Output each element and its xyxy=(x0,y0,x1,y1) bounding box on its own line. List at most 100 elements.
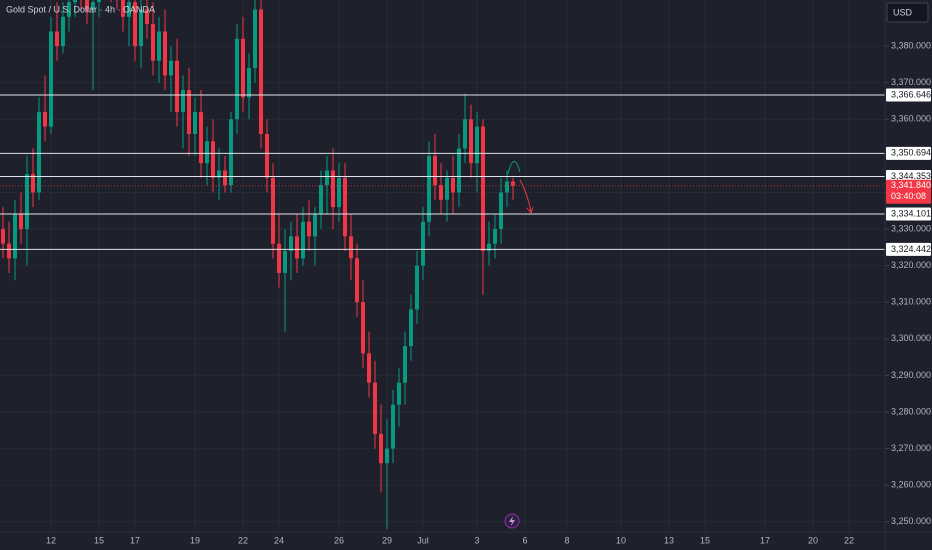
projection-up xyxy=(507,161,521,175)
candle-body xyxy=(295,236,299,259)
candle-body xyxy=(61,16,65,47)
candle-body xyxy=(43,111,47,127)
y-tick-label: 3,320.000 xyxy=(891,260,931,270)
candle-body xyxy=(139,9,143,47)
candle-body xyxy=(37,111,41,193)
candle-body xyxy=(397,382,401,405)
countdown: 03:40:08 xyxy=(891,191,926,201)
x-tick-label: 24 xyxy=(274,535,284,545)
x-tick-label: 26 xyxy=(334,535,344,545)
candle-body xyxy=(217,170,221,178)
candle-body xyxy=(337,177,341,208)
x-tick-label: 20 xyxy=(808,535,818,545)
candle-body xyxy=(355,258,359,303)
candle-body xyxy=(211,141,215,178)
x-tick-label: 19 xyxy=(190,535,200,545)
candle-body xyxy=(445,177,449,200)
y-tick-label: 3,250.000 xyxy=(891,516,931,526)
candle-body xyxy=(25,174,29,230)
candle-body xyxy=(415,265,419,310)
level-label: 3,334.101 xyxy=(891,208,931,218)
candle-body xyxy=(301,221,305,259)
level-label-box xyxy=(886,88,931,102)
x-tick-label: Jul xyxy=(417,535,429,545)
y-tick-label: 3,330.000 xyxy=(891,223,931,233)
candle-body xyxy=(31,174,35,193)
x-tick-label: 15 xyxy=(94,535,104,545)
candle-body xyxy=(145,9,149,25)
candle-body xyxy=(169,60,173,76)
y-tick-label: 3,360.000 xyxy=(891,114,931,124)
last-price-label: 3,341.840 xyxy=(891,180,931,190)
candle-body xyxy=(205,141,209,164)
candle-body xyxy=(409,309,413,347)
candle-body xyxy=(283,250,287,273)
y-tick-label: 3,380.000 xyxy=(891,40,931,50)
candle-body xyxy=(313,214,317,237)
chart-title: Gold Spot / U.S. Dollar · 4h · OANDA xyxy=(6,4,155,14)
candle-body xyxy=(373,382,377,434)
candle-body xyxy=(463,119,467,149)
candle-body xyxy=(13,214,17,259)
candle-body xyxy=(49,31,53,127)
candle-body xyxy=(235,38,239,120)
candle-body xyxy=(391,404,395,449)
candle-body xyxy=(457,148,461,193)
level-label-box xyxy=(886,242,931,256)
candle-body xyxy=(259,9,263,134)
candle-body xyxy=(229,119,233,186)
event-icon-bolt xyxy=(509,516,515,526)
candle-body xyxy=(193,111,197,134)
x-tick-label: 29 xyxy=(382,535,392,545)
candle-body xyxy=(505,181,509,193)
candle-body xyxy=(481,126,485,251)
y-tick-label: 3,310.000 xyxy=(891,297,931,307)
candle-body xyxy=(331,170,335,208)
projection-down xyxy=(519,179,534,215)
candle-body xyxy=(121,0,125,17)
x-tick-label: 22 xyxy=(238,535,248,545)
candle-body xyxy=(199,111,203,164)
y-tick-label: 3,270.000 xyxy=(891,443,931,453)
currency: USD xyxy=(893,7,913,17)
candle-body xyxy=(385,448,389,464)
x-tick-label: 6 xyxy=(522,535,527,545)
level-label-box xyxy=(886,146,931,160)
candle-body xyxy=(241,38,245,98)
candle-body xyxy=(187,90,191,134)
candle-body xyxy=(55,31,59,47)
candle-body xyxy=(127,2,131,17)
x-tick-label: 17 xyxy=(130,535,140,545)
level-label: 3,350.694 xyxy=(891,148,931,158)
candle-body xyxy=(487,243,491,251)
x-tick-label: 10 xyxy=(616,535,626,545)
level-label: 3,324.442 xyxy=(891,244,931,254)
candle-body xyxy=(265,133,269,178)
candle-body xyxy=(343,177,347,237)
candles xyxy=(1,0,515,530)
candle-body xyxy=(97,0,101,3)
candle-body xyxy=(433,155,437,186)
candle-body xyxy=(367,353,371,383)
candle-body xyxy=(319,185,323,215)
y-tick-label: 3,370.000 xyxy=(891,77,931,87)
candle-body xyxy=(361,302,365,354)
candle-body xyxy=(271,177,275,244)
y-tick-label: 3,290.000 xyxy=(891,370,931,380)
candle-body xyxy=(73,0,77,3)
x-tick-label: 13 xyxy=(664,535,674,545)
candle-body xyxy=(439,185,443,200)
y-tick-label: 3,300.000 xyxy=(891,333,931,343)
candle-body xyxy=(475,126,479,164)
candle-body xyxy=(85,0,89,10)
candle-body xyxy=(277,243,281,273)
candle-body xyxy=(253,9,257,69)
candle-body xyxy=(349,236,353,259)
candle-body xyxy=(1,229,5,244)
candle-body xyxy=(175,60,179,112)
candle-body xyxy=(451,177,455,193)
candle-body xyxy=(511,181,515,186)
